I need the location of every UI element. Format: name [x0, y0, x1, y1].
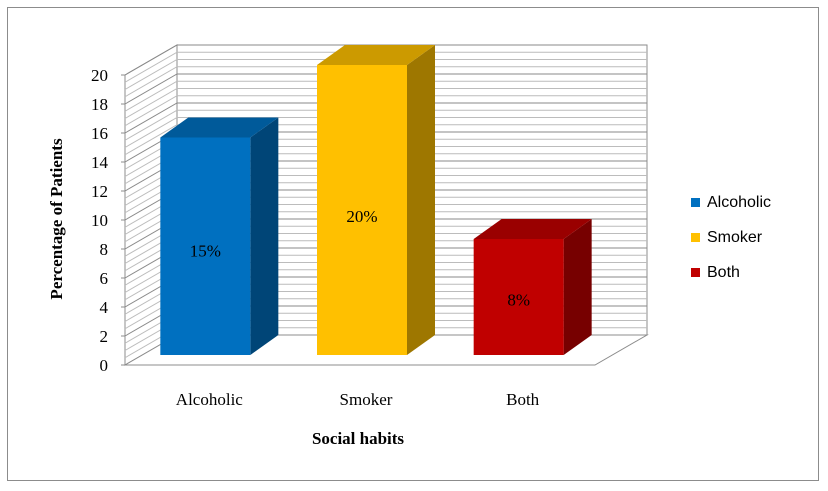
legend-item: Both [691, 264, 740, 281]
bar-side [407, 45, 435, 355]
x-axis-categories: Alcoholic Smoker Both [176, 390, 540, 409]
legend-item: Alcoholic [691, 194, 771, 211]
y-tick-label: 10 [91, 211, 108, 230]
y-axis-title: Percentage of Patients [47, 138, 66, 300]
y-tick-label: 12 [91, 182, 108, 201]
y-tick-label: 14 [91, 153, 109, 172]
x-category-label: Alcoholic [176, 390, 243, 409]
x-category-label: Smoker [340, 390, 393, 409]
y-tick-label: 18 [91, 95, 108, 114]
legend-item: Smoker [691, 229, 763, 246]
y-tick-label: 2 [100, 327, 109, 346]
data-label: 20% [346, 207, 377, 226]
bar-side [250, 118, 278, 356]
y-tick-label: 20 [91, 66, 108, 85]
legend-swatch [691, 233, 700, 242]
bar-alcoholic [160, 118, 278, 356]
y-tick-label: 4 [100, 298, 109, 317]
data-label: 8% [507, 290, 530, 309]
legend: Alcoholic Smoker Both [691, 194, 771, 281]
y-tick-label: 16 [91, 124, 108, 143]
data-label: 15% [190, 242, 221, 261]
y-tick-label: 0 [100, 356, 109, 375]
legend-label: Both [707, 264, 740, 281]
legend-label: Smoker [707, 229, 763, 246]
x-axis-title: Social habits [312, 429, 404, 448]
y-axis-ticks: 0 2 4 6 8 10 12 14 16 18 20 [91, 66, 125, 375]
y-tick-label: 6 [100, 269, 109, 288]
bar-both [474, 219, 592, 355]
bar-side [564, 219, 592, 355]
legend-swatch [691, 268, 700, 277]
legend-swatch [691, 198, 700, 207]
legend-label: Alcoholic [707, 194, 771, 211]
bar-smoker [317, 45, 435, 355]
x-category-label: Both [506, 390, 540, 409]
y-tick-label: 8 [100, 240, 109, 259]
